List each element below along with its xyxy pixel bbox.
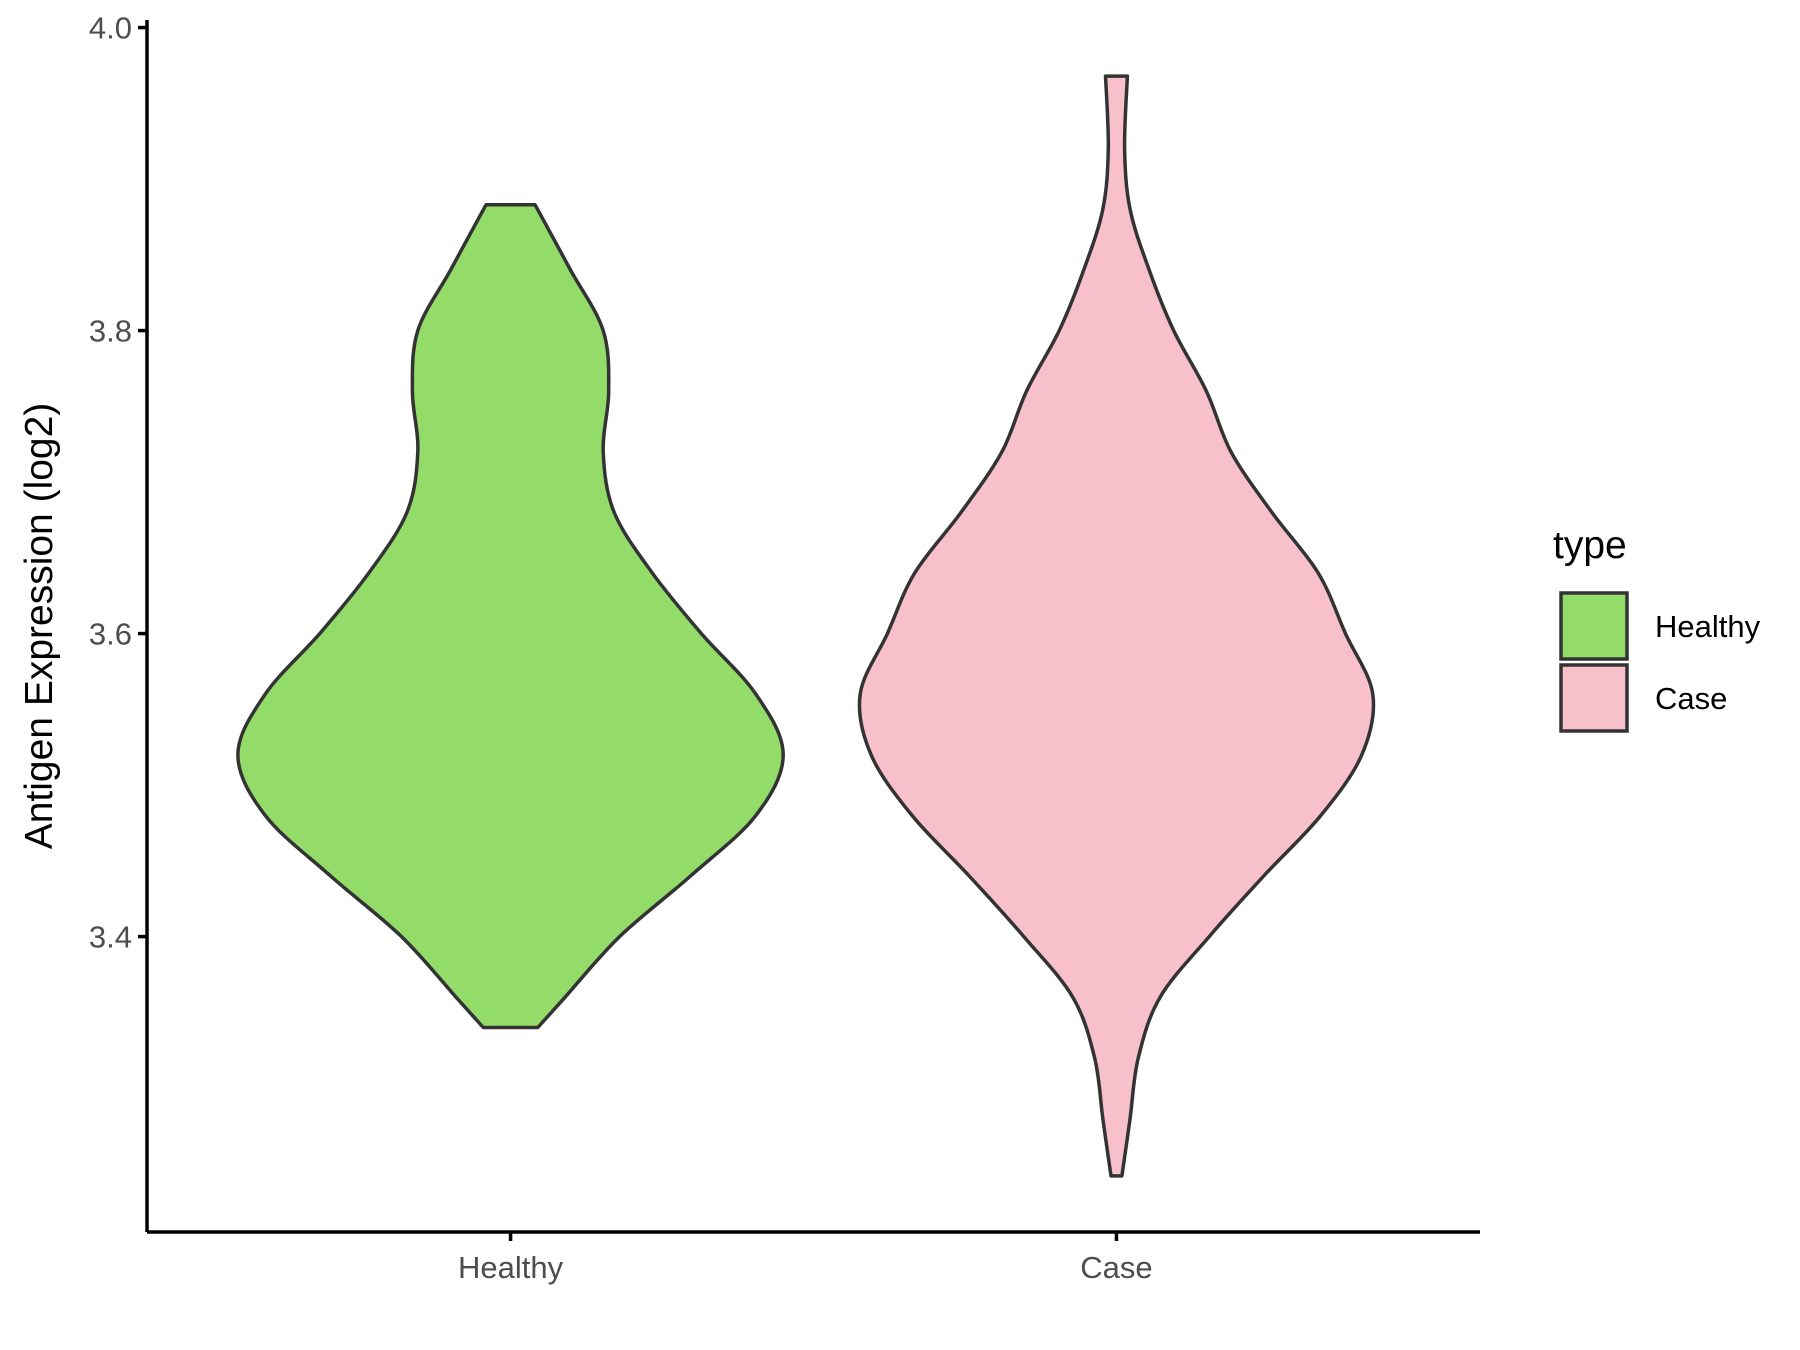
legend: type Healthy Case bbox=[1553, 524, 1761, 733]
x-ticks: Healthy Case bbox=[458, 1232, 1153, 1285]
legend-key-case bbox=[1559, 663, 1629, 733]
y-tick-label: 3.4 bbox=[89, 920, 132, 955]
legend-label-case: Case bbox=[1655, 681, 1727, 716]
violin-layer bbox=[236, 74, 1376, 1178]
violin-healthy bbox=[236, 203, 785, 1030]
legend-label-healthy: Healthy bbox=[1655, 609, 1761, 644]
y-axis-title: Antigen Expression (log2) bbox=[18, 403, 61, 850]
violin-case bbox=[857, 74, 1376, 1178]
y-tick-label: 4.0 bbox=[89, 11, 132, 46]
x-tick-label: Healthy bbox=[458, 1250, 564, 1285]
axes: 3.4 3.6 3.8 4.0 Healthy Case bbox=[89, 11, 1480, 1285]
legend-key-healthy bbox=[1559, 591, 1629, 661]
legend-items: Healthy Case bbox=[1559, 591, 1761, 733]
y-ticks: 3.4 3.6 3.8 4.0 bbox=[89, 11, 147, 955]
y-tick-label: 3.6 bbox=[89, 617, 132, 652]
x-tick-label: Case bbox=[1080, 1250, 1152, 1285]
y-tick-label: 3.8 bbox=[89, 314, 132, 349]
legend-title: type bbox=[1553, 524, 1627, 567]
